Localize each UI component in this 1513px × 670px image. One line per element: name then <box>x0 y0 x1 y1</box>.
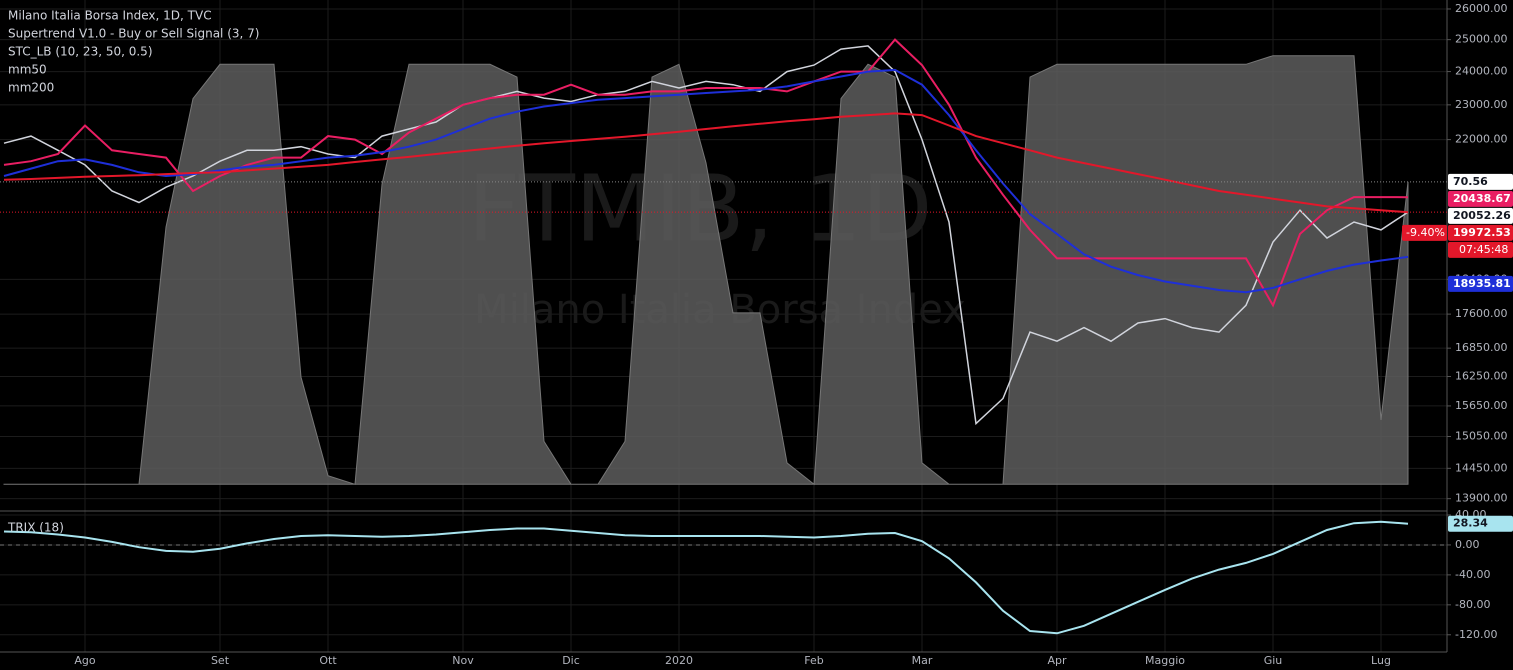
y-tick-label: 25000.00 <box>1455 33 1508 46</box>
x-tick-label: Mar <box>912 654 933 667</box>
y-tick-label: 15650.00 <box>1455 399 1508 412</box>
legend-entry: mm200 <box>8 81 54 95</box>
change-badge-label: -9.40% <box>1406 226 1445 239</box>
x-tick-label: Ott <box>319 654 337 667</box>
y-tick-label: -80.00 <box>1455 598 1490 611</box>
series-line <box>3 520 1409 635</box>
y-tick-label: 16250.00 <box>1455 370 1508 383</box>
price-tag <box>1448 207 1513 224</box>
legend-entry: mm50 <box>8 63 47 77</box>
x-tick-label: 2020 <box>665 654 693 667</box>
price-tag <box>1448 275 1513 292</box>
y-tick-label: -120.00 <box>1455 628 1497 641</box>
legend-entry: STC_LB (10, 23, 50, 0.5) <box>8 45 153 59</box>
stc-area <box>3 55 1409 486</box>
price-tag-label: 20052.26 <box>1453 209 1511 222</box>
y-tick-label: 26000.00 <box>1455 2 1508 15</box>
y-tick-label: 24000.00 <box>1455 65 1508 78</box>
series-line <box>3 45 1409 426</box>
y-tick-label: 23000.00 <box>1455 98 1508 111</box>
series-line <box>3 68 1409 294</box>
price-tag-label: 18935.81 <box>1453 277 1511 290</box>
price-tag-label: 19972.53 <box>1453 226 1511 239</box>
x-tick-label: Maggio <box>1145 654 1185 667</box>
price-tag <box>1448 224 1513 241</box>
legend-entry: Milano Italia Borsa Index, 1D, TVC <box>8 9 212 23</box>
y-tick-label: 17600.00 <box>1455 307 1508 320</box>
legend-entry: TRIX (18) <box>7 521 64 535</box>
price-tag <box>1448 515 1513 532</box>
price-tag-label: 70.56 <box>1453 175 1488 188</box>
x-tick-label: Giu <box>1264 654 1283 667</box>
change-badge <box>1402 224 1447 241</box>
legend-entry: Supertrend V1.0 - Buy or Sell Signal (3,… <box>8 27 259 41</box>
x-tick-label: Apr <box>1047 654 1067 667</box>
y-tick-label: 0.00 <box>1455 538 1480 551</box>
x-tick-label: Feb <box>804 654 823 667</box>
price-tag <box>1448 190 1513 207</box>
y-tick-label: 13900.00 <box>1455 492 1508 505</box>
x-tick-label: Dic <box>562 654 580 667</box>
price-tag-label: 28.34 <box>1453 517 1488 530</box>
x-tick-label: Lug <box>1371 654 1391 667</box>
x-tick-label: Set <box>211 654 230 667</box>
x-tick-label: Ago <box>74 654 96 667</box>
y-tick-label: 14450.00 <box>1455 461 1508 474</box>
y-tick-label: 22000.00 <box>1455 133 1508 146</box>
y-tick-label: 16850.00 <box>1455 341 1508 354</box>
countdown-tag <box>1448 241 1513 258</box>
countdown-label: 07:45:48 <box>1459 243 1508 256</box>
y-tick-label: -40.00 <box>1455 568 1490 581</box>
y-tick-label: 15050.00 <box>1455 430 1508 443</box>
x-tick-label: Nov <box>452 654 474 667</box>
price-tag <box>1448 173 1513 190</box>
price-tag-label: 20438.67 <box>1453 192 1511 205</box>
